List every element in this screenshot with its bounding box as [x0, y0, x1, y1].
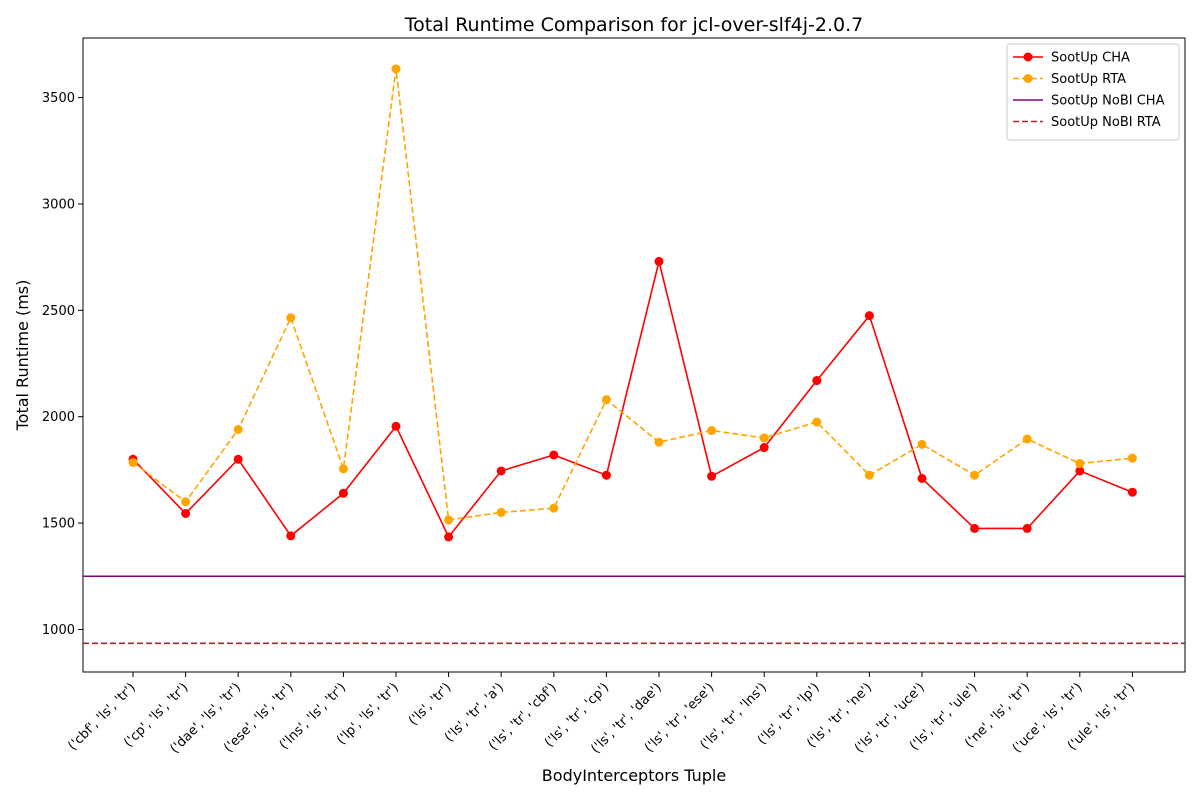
legend-label: SootUp RTA [1051, 72, 1126, 87]
data-point [181, 497, 191, 507]
legend-label: SootUp NoBI RTA [1051, 115, 1161, 130]
data-point [233, 454, 243, 464]
data-point [601, 395, 611, 405]
data-point [759, 433, 769, 443]
y-axis-ticks: 1000 1500 2000 2500 3000 3500 [42, 91, 83, 638]
series-line [132, 261, 1133, 539]
chart-title: Total Runtime Comparison for jcl-over-sl… [404, 14, 863, 36]
x-axis-title: BodyInterceptors Tuple [542, 766, 726, 785]
legend: SootUp CHA SootUp RTA SootUp NoBI CHA SootU… [1006, 43, 1180, 141]
data-point [1127, 453, 1137, 463]
data-point [864, 470, 874, 480]
x-axis-ticks: ('cbf', 'ls', 'tr')('cp', 'ls', 'tr')('d… [65, 672, 1138, 757]
data-point [233, 424, 243, 434]
y-tick-label: 3000 [42, 197, 75, 212]
data-point [1127, 487, 1137, 497]
data-point [812, 376, 822, 386]
data-point [1075, 466, 1085, 476]
data-point [391, 64, 401, 74]
data-point [654, 256, 664, 266]
data-point [1022, 523, 1032, 533]
y-tick-label: 2000 [42, 410, 75, 425]
y-tick-label: 1500 [42, 517, 75, 532]
legend-box [1006, 43, 1180, 141]
data-point [707, 426, 717, 436]
data-point [654, 437, 664, 447]
data-point [970, 470, 980, 480]
data-point [812, 417, 822, 427]
legend-label: SootUp CHA [1051, 51, 1130, 66]
data-point [286, 313, 296, 323]
y-tick-label: 2500 [42, 304, 75, 319]
data-point [549, 503, 559, 513]
data-point [1022, 434, 1032, 444]
y-tick-label: 3500 [42, 91, 75, 106]
data-point [444, 532, 454, 542]
data-point [759, 443, 769, 453]
data-point [707, 471, 717, 481]
series-markers [128, 64, 1137, 542]
data-point [391, 421, 401, 431]
plot-area-frame [82, 37, 1186, 673]
data-point [496, 507, 506, 517]
data-point [338, 464, 348, 474]
data-point [128, 457, 138, 467]
series-line [132, 68, 1133, 521]
legend-marker [1023, 52, 1033, 62]
x-tick-label: ('ls', 'tr') [406, 680, 454, 728]
reference-lines [83, 575, 1185, 645]
y-axis-title: Total Runtime (ms) [13, 280, 32, 432]
data-point [286, 531, 296, 541]
data-point [496, 466, 506, 476]
data-point [601, 470, 611, 480]
legend-label: SootUp NoBI CHA [1051, 94, 1165, 109]
series-lines [132, 68, 1133, 539]
data-point [864, 311, 874, 321]
data-point [1075, 459, 1085, 469]
data-point [917, 473, 927, 483]
y-tick-label: 1000 [42, 623, 75, 638]
legend-marker [1023, 74, 1033, 83]
data-point [444, 515, 454, 525]
data-point [338, 488, 348, 498]
data-point [970, 523, 980, 533]
data-point [917, 439, 927, 449]
data-point [549, 450, 559, 460]
data-point [181, 509, 191, 518]
